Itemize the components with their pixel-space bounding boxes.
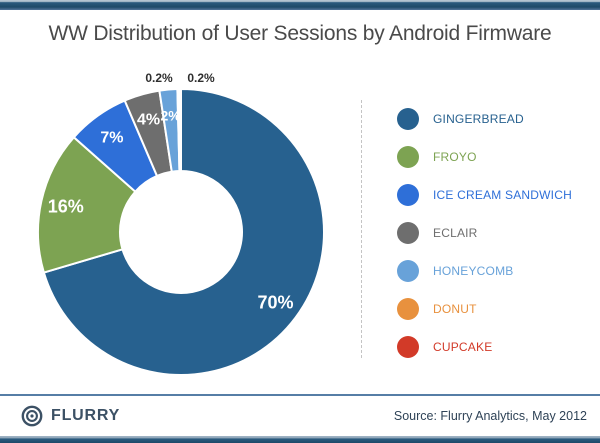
legend-row-donut: DONUT: [397, 290, 572, 328]
flurry-logo-icon: [21, 405, 43, 427]
slice-label-froyo: 16%: [48, 197, 84, 217]
legend-label-ice-cream-sandwich: ICE CREAM SANDWICH: [433, 188, 572, 202]
bottom-bar: [0, 436, 600, 443]
slice-label-cupcake: 0.2%: [187, 71, 215, 85]
legend-swatch-ice-cream-sandwich: [397, 184, 419, 206]
legend-row-cupcake: CUPCAKE: [397, 328, 572, 366]
legend-row-gingerbread: GINGERBREAD: [397, 100, 572, 138]
legend-swatch-honeycomb: [397, 260, 419, 282]
slice-label-ice-cream-sandwich: 7%: [100, 129, 123, 146]
legend-label-froyo: FROYO: [433, 150, 477, 164]
legend-label-cupcake: CUPCAKE: [433, 340, 493, 354]
chart-legend-divider: [361, 100, 362, 358]
legend-label-gingerbread: GINGERBREAD: [433, 112, 524, 126]
legend-swatch-cupcake: [397, 336, 419, 358]
pie-slice-cupcake: [178, 87, 182, 173]
legend-swatch-donut: [397, 298, 419, 320]
flurry-logo: FLURRY: [20, 404, 120, 428]
source-text: Source: Flurry Analytics, May 2012: [393, 409, 587, 423]
pie-slice-gingerbread: [42, 87, 325, 376]
legend-swatch-froyo: [397, 146, 419, 168]
legend-swatch-eclair: [397, 222, 419, 244]
page-title: WW Distribution of User Sessions by Andr…: [48, 22, 552, 45]
slice-label-eclair: 4%: [137, 112, 160, 129]
slice-label-gingerbread: 70%: [257, 293, 293, 313]
legend: GINGERBREAD FROYO ICE CREAM SANDWICH ECLAIR…: [397, 100, 572, 366]
legend-label-honeycomb: HONEYCOMB: [433, 264, 514, 278]
legend-row-eclair: ECLAIR: [397, 214, 572, 252]
slice-label-honeycomb: 2%: [160, 108, 181, 124]
legend-label-eclair: ECLAIR: [433, 226, 478, 240]
legend-label-donut: DONUT: [433, 302, 477, 316]
footer: FLURRY Source: Flurry Analytics, May 201…: [0, 397, 600, 435]
legend-row-honeycomb: HONEYCOMB: [397, 252, 572, 290]
flurry-brand-text: FLURRY: [51, 407, 121, 424]
top-bar: [0, 0, 600, 10]
legend-swatch-gingerbread: [397, 108, 419, 130]
footer-divider-line: [0, 394, 600, 396]
slice-label-donut: 0.2%: [145, 71, 173, 85]
legend-row-ice-cream-sandwich: ICE CREAM SANDWICH: [397, 176, 572, 214]
legend-row-froyo: FROYO: [397, 138, 572, 176]
